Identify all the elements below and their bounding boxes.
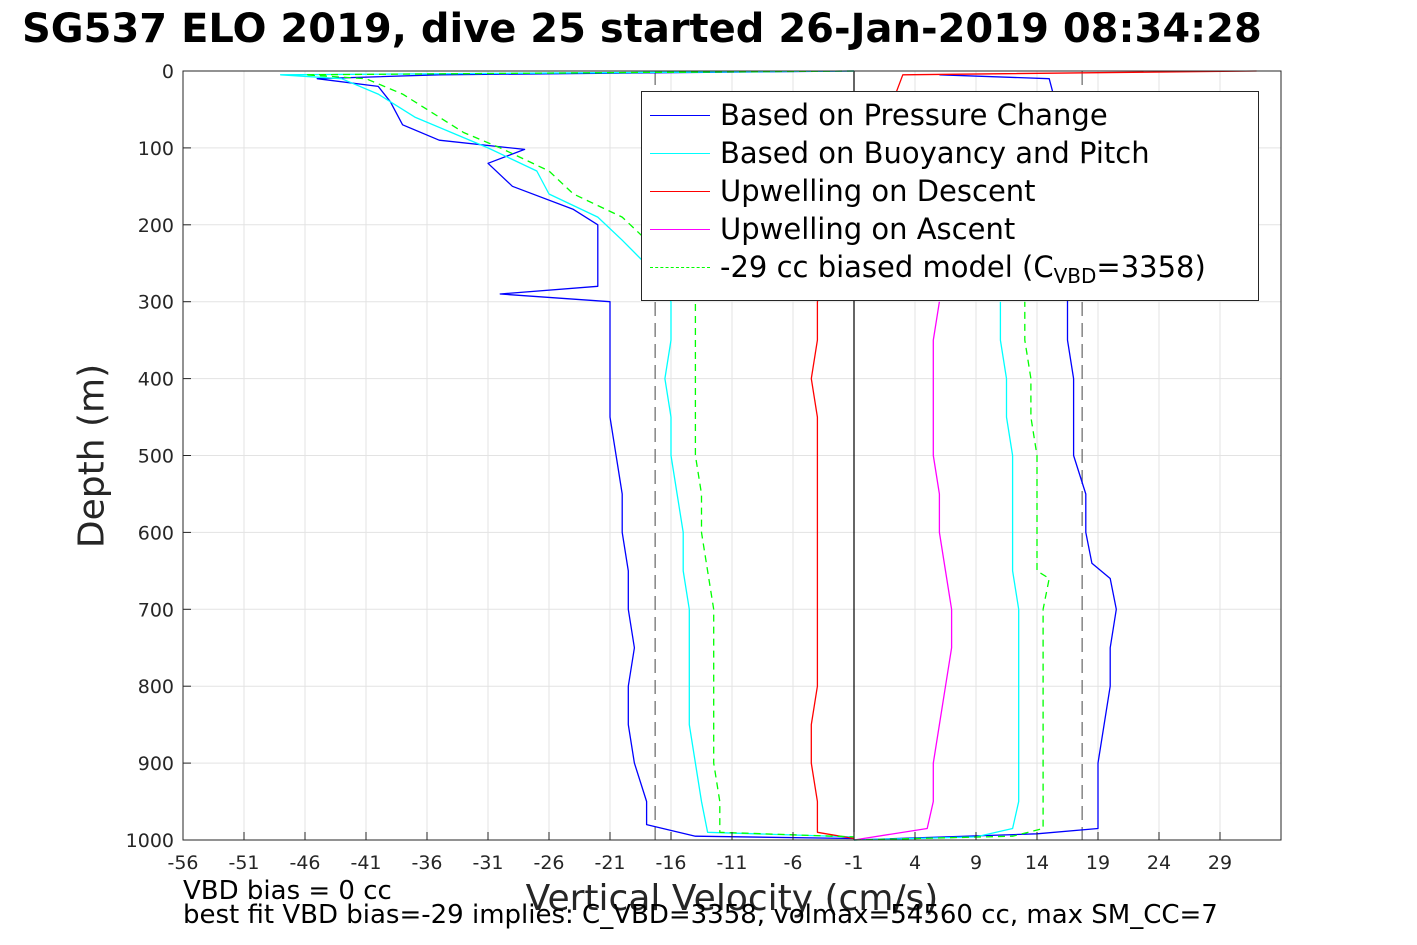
x-tick-label: -21	[594, 852, 625, 874]
vbd-bias-note: VBD bias = 0 cc	[183, 876, 392, 906]
legend-item-buoyancy-pitch: Based on Buoyancy and Pitch	[650, 134, 1250, 172]
x-tick-label: -16	[655, 852, 686, 874]
x-tick-label: -36	[411, 852, 442, 874]
series-line-1-descent	[279, 70, 855, 838]
legend-swatch-biased-model	[650, 267, 710, 268]
y-tick-label: 600	[138, 522, 174, 544]
legend-label: Based on Pressure Change	[720, 98, 1108, 132]
x-ticks: -56 -51 -46 -41 -36 -31 -26 -21 -16 -11 -6 -1 4 9 14 19…	[167, 832, 1232, 874]
legend-label: Upwelling on Ascent	[720, 212, 1016, 246]
legend-swatch-upwelling-descent	[650, 191, 710, 192]
series-lines	[279, 70, 1257, 841]
series-line-2-descent	[810, 70, 1257, 840]
series-line-0-descent	[316, 70, 855, 840]
x-tick-label: -41	[350, 852, 381, 874]
x-tick-label: 14	[1025, 852, 1049, 874]
x-tick-label: 24	[1147, 852, 1171, 874]
x-tick-label: -56	[167, 852, 198, 874]
y-ticks: 0 100 200 300 400 500 600 700 800 900 1000	[126, 61, 191, 852]
legend-label-suffix: =3358)	[1096, 250, 1206, 284]
x-tick-label: 29	[1208, 852, 1232, 874]
legend: Based on Pressure Change Based on Buoyan…	[641, 91, 1259, 301]
series-line-1-ascent	[853, 301, 1020, 841]
y-tick-label: 400	[138, 369, 174, 391]
x-tick-label: -26	[533, 852, 564, 874]
legend-item-biased-model: -29 cc biased model (CVBD=3358)	[650, 248, 1250, 288]
y-tick-label: 100	[138, 138, 174, 160]
y-tick-label: 200	[138, 215, 174, 237]
x-tick-label: 19	[1086, 852, 1110, 874]
legend-label-subscript: VBD	[1053, 264, 1097, 288]
legend-item-upwelling-ascent: Upwelling on Ascent	[650, 210, 1250, 248]
y-tick-label: 1000	[126, 830, 174, 852]
y-tick-label: 800	[138, 676, 174, 698]
series-line-0-ascent	[853, 74, 1117, 841]
x-axis-label: Vertical Velocity (cm/s)	[525, 878, 939, 919]
legend-swatch-pressure-change	[650, 115, 710, 116]
y-tick-label: 500	[138, 446, 174, 468]
y-axis-label: Depth (m)	[71, 363, 113, 549]
best-fit-note: best fit VBD bias=-29 implies: C_VBD=335…	[183, 900, 1218, 930]
legend-label-prefix: -29 cc biased model (C	[720, 250, 1054, 284]
y-tick-label: 900	[138, 753, 174, 775]
x-tick-label: -46	[289, 852, 320, 874]
x-tick-label: -51	[228, 852, 259, 874]
legend-swatch-buoyancy-pitch	[650, 153, 710, 154]
x-tick-label: -11	[716, 852, 747, 874]
legend-swatch-upwelling-ascent	[650, 229, 710, 230]
series-line-4-ascent	[853, 301, 1050, 841]
y-tick-label: 700	[138, 599, 174, 621]
series-line-4-descent	[304, 70, 855, 838]
x-tick-label: -6	[784, 852, 803, 874]
legend-item-upwelling-descent: Upwelling on Descent	[650, 172, 1250, 210]
x-tick-label: 9	[970, 852, 982, 874]
legend-label: Upwelling on Descent	[720, 174, 1036, 208]
legend-label: Based on Buoyancy and Pitch	[720, 136, 1150, 170]
series-line-3-ascent	[853, 301, 953, 841]
y-tick-label: 300	[138, 292, 174, 314]
x-tick-label: -1	[845, 852, 864, 874]
x-tick-label: -31	[472, 852, 503, 874]
x-tick-label: 4	[909, 852, 921, 874]
y-tick-label: 0	[162, 61, 174, 83]
chart-title: SG537 ELO 2019, dive 25 started 26-Jan-2…	[22, 6, 1262, 52]
legend-item-pressure-change: Based on Pressure Change	[650, 96, 1250, 134]
legend-label: -29 cc biased model (CVBD=3358)	[720, 250, 1206, 288]
